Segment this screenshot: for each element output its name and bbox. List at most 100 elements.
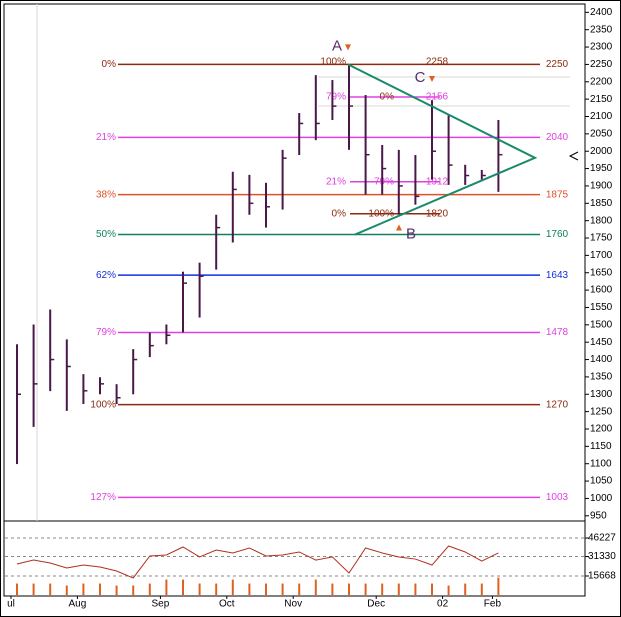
fib-label: 127% — [90, 492, 116, 503]
volume-bar — [497, 577, 500, 595]
volume-bar — [16, 583, 18, 595]
x-tick-label: Sep — [152, 599, 170, 610]
inner-fib-label: 100% — [320, 56, 346, 67]
x-tick-label: Nov — [284, 599, 302, 610]
volume-bar — [480, 583, 483, 595]
inner-fib-price: 1912 — [426, 176, 449, 187]
y-tick-label: 1200 — [590, 424, 613, 435]
pivot-arrow — [345, 44, 351, 51]
volume-bar — [281, 583, 284, 595]
y-tick-label: 2350 — [590, 24, 613, 35]
y-tick-label: 1800 — [590, 215, 613, 226]
volume-bar — [99, 583, 101, 595]
volume-bar — [49, 583, 52, 595]
volume-bar — [65, 585, 68, 595]
fib-label: 0% — [102, 59, 117, 70]
y-tick-label: 1450 — [590, 337, 613, 348]
volume-bar — [132, 585, 135, 595]
y-tick-label: 2400 — [590, 7, 613, 18]
pivot-label: A — [332, 37, 342, 54]
volume-bar — [298, 583, 301, 595]
x-tick-label: Feb — [484, 599, 502, 610]
y-tick-label: 2250 — [590, 59, 613, 70]
volume-bar — [381, 583, 384, 595]
indicator-line — [16, 545, 499, 579]
y-tick-label: 1350 — [590, 372, 613, 383]
volume-bar — [82, 583, 85, 595]
fib-label: 62% — [96, 270, 116, 281]
fib-price: 1760 — [546, 229, 569, 240]
fib-label: 100% — [90, 399, 116, 410]
triangle — [347, 63, 538, 236]
volume-bar — [182, 579, 184, 595]
inner-fib-label: 79% — [374, 176, 394, 187]
x-tick-label: 02 — [437, 599, 449, 610]
y-tick-label: 1000 — [590, 493, 613, 504]
volume-bar — [348, 583, 350, 595]
y-tick-label: 1150 — [590, 441, 612, 452]
fib-label: 21% — [96, 132, 116, 143]
fib-price: 2250 — [546, 59, 569, 70]
y-tick-label: 46227 — [588, 533, 616, 544]
y-tick-label: 15668 — [588, 571, 616, 582]
volume-bar — [314, 579, 317, 595]
inner-fib-label: 21% — [326, 176, 346, 187]
y-tick-label: 31330 — [588, 551, 616, 562]
fib-price: 1643 — [546, 270, 569, 281]
volume-bar — [231, 579, 234, 595]
y-tick-label: 950 — [590, 510, 607, 521]
last-price-marker — [568, 151, 579, 161]
volume-bar — [32, 583, 35, 595]
y-tick-label: 1400 — [590, 354, 613, 365]
y-tick-label: 2100 — [590, 111, 613, 122]
volume-bar — [431, 583, 433, 595]
pivot-arrow — [396, 224, 402, 231]
volume-bar — [165, 579, 168, 595]
y-tick-label: 1100 — [590, 458, 612, 469]
volume-bar — [464, 583, 467, 595]
inner-fib-price: 2258 — [426, 56, 449, 67]
fib-price: 1875 — [546, 189, 569, 200]
inner-fib-price: 2156 — [426, 92, 449, 103]
y-tick-label: 1300 — [590, 389, 613, 400]
volume-bar — [115, 585, 118, 595]
pivot-label: C — [415, 69, 426, 86]
fib-label: 50% — [96, 229, 116, 240]
fib-label: 79% — [96, 327, 116, 338]
inner-fib-label: 0% — [380, 92, 395, 103]
volume-bar — [447, 585, 450, 595]
y-tick-label: 2150 — [590, 94, 613, 105]
indicator-panel — [3, 520, 586, 597]
inner-fib-label: 0% — [332, 208, 347, 219]
inner-fib-price: 1820 — [426, 208, 449, 219]
x-tick-label: Aug — [69, 599, 87, 610]
y-tick-label: 1500 — [590, 319, 613, 330]
y-tick-label: 1650 — [590, 267, 613, 278]
fib-price: 1478 — [546, 327, 569, 338]
x-tick-label: Dec — [367, 599, 385, 610]
fib-price: 2040 — [546, 132, 569, 143]
volume-bar — [414, 583, 417, 595]
pivot-label: B — [406, 226, 416, 243]
inner-fib-label: 100% — [368, 208, 394, 219]
fib-price: 1270 — [546, 399, 569, 410]
fib-label: 38% — [96, 189, 116, 200]
y-tick-label: 1850 — [590, 198, 613, 209]
volume-bar — [364, 583, 367, 595]
y-tick-label: 1950 — [590, 163, 613, 174]
volume-bar — [265, 583, 267, 595]
x-tick-label: Oct — [219, 599, 235, 610]
y-tick-label: 1700 — [590, 250, 613, 261]
y-tick-label: 1900 — [590, 181, 613, 192]
volume-bar — [215, 583, 218, 595]
y-tick-label: 2000 — [590, 146, 613, 157]
volume-bar — [397, 583, 400, 595]
y-tick-label: 2300 — [590, 42, 613, 53]
y-tick-label: 1050 — [590, 476, 613, 487]
y-tick-label: 1600 — [590, 285, 613, 296]
y-tick-label: 1550 — [590, 302, 613, 313]
fib-price: 1003 — [546, 492, 569, 503]
y-tick-label: 2050 — [590, 128, 613, 139]
